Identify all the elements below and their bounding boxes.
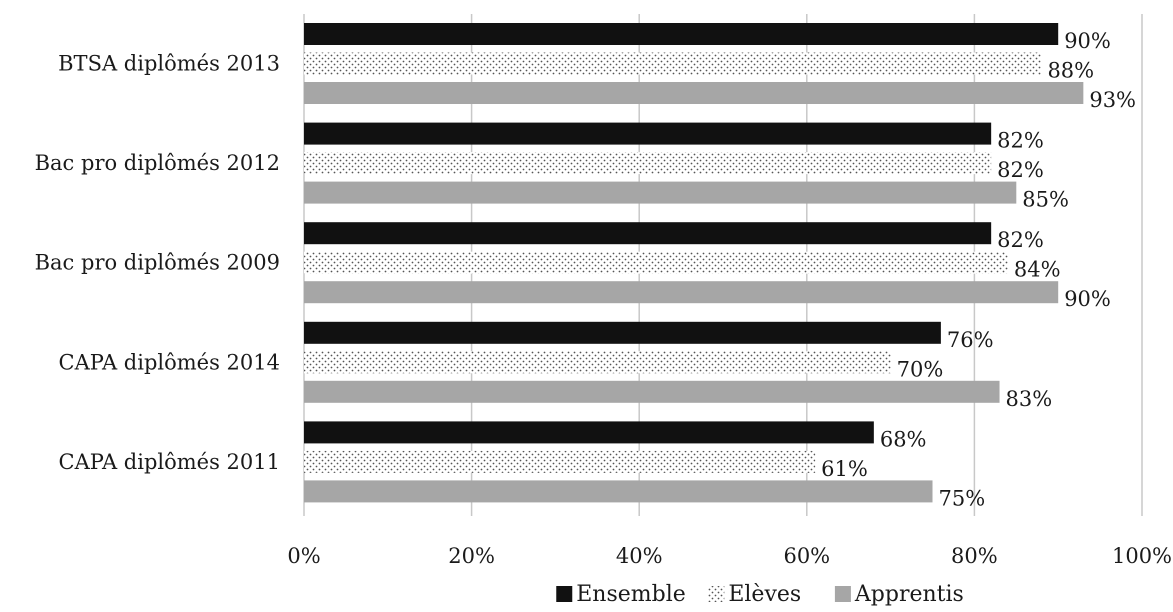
data-label-ensemble-bac-pro-diplomes-2012: 82% bbox=[997, 129, 1044, 153]
bars bbox=[304, 23, 1084, 503]
bar-apprentis-bac-pro-diplomes-2009 bbox=[304, 281, 1059, 304]
data-label-apprentis-btsa-diplomes-2013: 93% bbox=[1089, 88, 1136, 112]
bar-apprentis-capa-diplomes-2011 bbox=[304, 480, 933, 503]
category-label-btsa-diplomes-2013: BTSA diplômés 2013 bbox=[58, 52, 280, 76]
data-label-eleves-capa-diplomes-2011: 61% bbox=[821, 457, 868, 481]
data-label-ensemble-capa-diplomes-2011: 68% bbox=[880, 427, 927, 451]
category-labels: BTSA diplômés 2013 Bac pro diplômés 2012 B… bbox=[35, 52, 280, 474]
legend-swatch-apprentis bbox=[834, 586, 851, 602]
data-label-ensemble-btsa-diplomes-2013: 90% bbox=[1064, 29, 1111, 53]
legend-item-ensemble: Ensemble bbox=[556, 582, 686, 607]
data-label-apprentis-bac-pro-diplomes-2009: 90% bbox=[1064, 287, 1111, 311]
data-label-apprentis-capa-diplomes-2011: 75% bbox=[939, 486, 986, 510]
bar-eleves-capa-diplomes-2014 bbox=[304, 351, 891, 374]
data-label-ensemble-bac-pro-diplomes-2009: 82% bbox=[997, 228, 1044, 252]
category-label-bac-pro-diplomes-2012: Bac pro diplômés 2012 bbox=[35, 151, 280, 175]
x-tick-label-0: 0% bbox=[287, 544, 320, 568]
legend-label-apprentis: Apprentis bbox=[854, 582, 964, 607]
bar-apprentis-capa-diplomes-2014 bbox=[304, 380, 1000, 403]
bar-eleves-bac-pro-diplomes-2012 bbox=[304, 152, 992, 175]
legend-label-eleves: Elèves bbox=[728, 582, 801, 607]
bar-ensemble-bac-pro-diplomes-2012 bbox=[304, 122, 992, 145]
data-label-eleves-bac-pro-diplomes-2009: 84% bbox=[1014, 258, 1061, 282]
bar-ensemble-btsa-diplomes-2013 bbox=[304, 23, 1059, 45]
bar-ensemble-capa-diplomes-2014 bbox=[304, 321, 941, 344]
legend-item-apprentis: Apprentis bbox=[834, 582, 964, 607]
x-tick-label-80: 80% bbox=[951, 544, 998, 568]
bar-apprentis-btsa-diplomes-2013 bbox=[304, 82, 1084, 104]
legend-item-eleves: Elèves bbox=[708, 582, 801, 607]
x-tick-label-40: 40% bbox=[616, 544, 663, 568]
data-label-eleves-capa-diplomes-2014: 70% bbox=[897, 357, 944, 381]
data-label-eleves-bac-pro-diplomes-2012: 82% bbox=[997, 158, 1044, 182]
legend-swatch-ensemble bbox=[556, 586, 573, 602]
category-label-bac-pro-diplomes-2009: Bac pro diplômés 2009 bbox=[35, 251, 280, 275]
data-label-apprentis-bac-pro-diplomes-2012: 85% bbox=[1022, 188, 1069, 212]
bar-apprentis-bac-pro-diplomes-2012 bbox=[304, 181, 1017, 204]
data-labels: 90%88%93%82%82%85%82%84%90%76%70%83%68%6… bbox=[821, 29, 1136, 510]
bar-eleves-bac-pro-diplomes-2009 bbox=[304, 251, 1008, 274]
category-label-capa-diplomes-2014: CAPA diplômés 2014 bbox=[59, 350, 280, 374]
bar-ensemble-bac-pro-diplomes-2009 bbox=[304, 222, 992, 245]
x-tick-label-100: 100% bbox=[1112, 544, 1172, 568]
data-label-apprentis-capa-diplomes-2014: 83% bbox=[1006, 387, 1053, 411]
data-label-ensemble-capa-diplomes-2014: 76% bbox=[947, 328, 994, 352]
x-tick-label-60: 60% bbox=[783, 544, 830, 568]
bar-eleves-capa-diplomes-2011 bbox=[304, 450, 816, 473]
bar-ensemble-capa-diplomes-2011 bbox=[304, 421, 874, 444]
x-tick-labels: 0% 20% 40% 60% 80% 100% bbox=[287, 544, 1172, 568]
x-tick-label-20: 20% bbox=[448, 544, 495, 568]
legend: Ensemble Elèves Apprentis bbox=[556, 582, 964, 607]
legend-label-ensemble: Ensemble bbox=[576, 582, 686, 607]
data-label-eleves-btsa-diplomes-2013: 88% bbox=[1047, 59, 1094, 83]
legend-swatch-eleves bbox=[708, 586, 725, 602]
bar-eleves-btsa-diplomes-2013 bbox=[304, 52, 1042, 75]
category-label-capa-diplomes-2011: CAPA diplômés 2011 bbox=[59, 450, 280, 474]
